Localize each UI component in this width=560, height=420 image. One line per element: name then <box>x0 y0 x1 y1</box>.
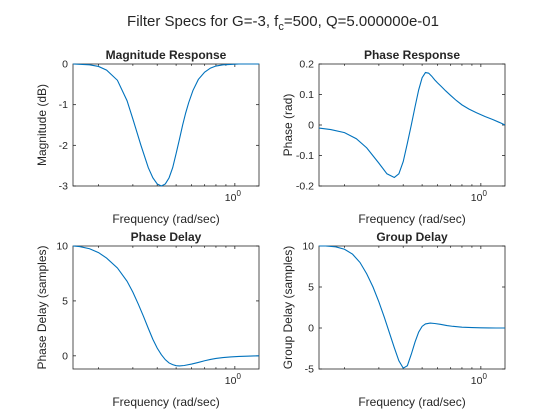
subplot-phase-delay: 0 5 10 100 Phase Delay Frequency (rad/sec) Pha… <box>35 230 260 409</box>
phase-delay-ytick-label: 5 <box>62 295 68 307</box>
figure-title-suffix: =500, Q=5.000000e-01 <box>284 13 439 30</box>
phase-response-xtick-label: 100 <box>471 189 488 204</box>
magnitude-response-title: Magnitude Response <box>106 48 227 62</box>
subplot-phase-response: -0.2 -0.1 0 0.1 0.2 100 Phase Response Frequenc… <box>281 48 506 226</box>
figure-title-subscript: c <box>278 21 284 33</box>
group-delay-axes-box <box>318 245 506 370</box>
phase-response-ytick-label: 0.2 <box>299 59 314 71</box>
phase-delay-series-line <box>72 245 260 367</box>
group-delay-ytick-label: -5 <box>305 364 314 376</box>
magnitude-response-ylabel: Magnitude (dB) <box>35 84 49 166</box>
magnitude-response-xlabel: Frequency (rad/sec) <box>112 212 219 226</box>
phase-response-axes-box <box>318 63 506 187</box>
group-delay-xtick-label: 100 <box>471 372 488 387</box>
magnitude-response-ytick-label: -3 <box>59 181 68 193</box>
group-delay-ytick-label: 0 <box>308 323 314 335</box>
group-delay-ylabel: Group Delay (samples) <box>281 246 295 369</box>
group-delay-series-line <box>319 245 505 369</box>
subplot-magnitude-response: -3 -2 -1 0 100 Magnitude Response Frequency (r… <box>35 48 260 226</box>
phase-delay-ylabel: Phase Delay (samples) <box>35 245 49 369</box>
group-delay-title: Group Delay <box>376 230 448 244</box>
phase-response-title: Phase Response <box>364 48 460 62</box>
phase-response-ytick-label: -0.2 <box>296 181 314 193</box>
group-delay-xlabel: Frequency (rad/sec) <box>358 395 465 409</box>
phase-delay-ytick-label: 10 <box>56 241 68 253</box>
magnitude-response-axes-box <box>72 63 260 187</box>
phase-response-ytick-label: -0.1 <box>296 150 314 162</box>
magnitude-response-xtick-label: 100 <box>225 189 242 204</box>
phase-response-ytick-label: 0 <box>308 120 314 132</box>
phase-response-xlabel: Frequency (rad/sec) <box>358 212 465 226</box>
figure-title-prefix: Filter Specs for G=-3, f <box>127 13 279 30</box>
figure-title: Filter Specs for G=-3, fc=500, Q=5.00000… <box>127 13 439 33</box>
group-delay-ytick-label: 5 <box>308 282 314 294</box>
magnitude-response-series-line <box>72 63 259 187</box>
magnitude-response-ytick-label: -1 <box>59 99 68 111</box>
group-delay-ytick-label: 10 <box>302 241 314 253</box>
subplot-group-delay: -5 0 5 10 100 Group Delay Frequency (rad/sec) G… <box>281 230 506 409</box>
phase-delay-xlabel: Frequency (rad/sec) <box>112 395 219 409</box>
phase-delay-xtick-label: 100 <box>225 372 242 387</box>
magnitude-response-ytick-label: 0 <box>62 59 68 71</box>
phase-response-ylabel: Phase (rad) <box>281 94 295 157</box>
magnitude-response-ytick-label: -2 <box>59 140 68 152</box>
phase-delay-title: Phase Delay <box>131 230 202 244</box>
phase-response-ytick-label: 0.1 <box>299 89 314 101</box>
phase-delay-ytick-label: 0 <box>62 350 68 362</box>
phase-delay-axes-box <box>72 245 260 370</box>
phase-response-series-line <box>318 71 506 179</box>
